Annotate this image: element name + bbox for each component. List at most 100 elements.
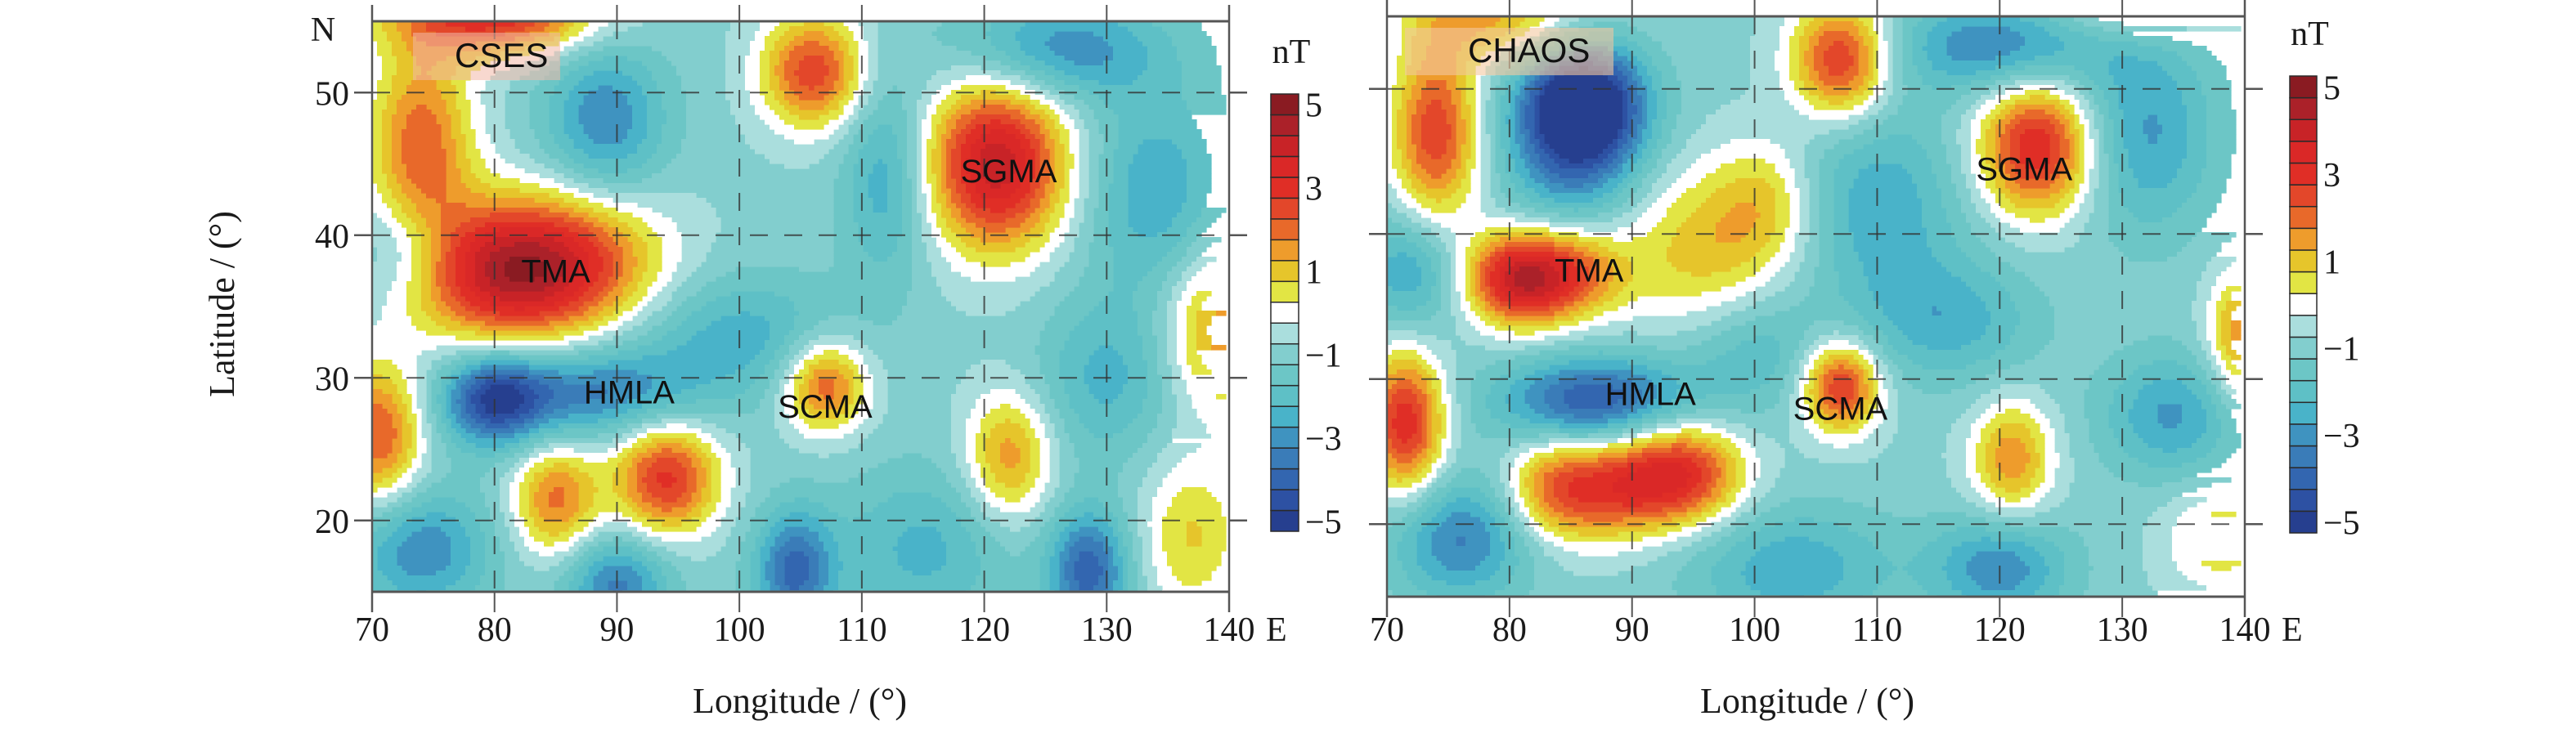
colorbar-tick-label: −5 xyxy=(2323,505,2360,543)
contour-level-12 xyxy=(1387,16,2242,537)
x-tick-label: 90 xyxy=(1615,611,1649,649)
region-label-tma: TMA xyxy=(521,253,590,289)
contour-level-16 xyxy=(446,21,1035,488)
contour-level-8 xyxy=(372,21,1222,593)
contour-level-12 xyxy=(372,21,1217,547)
east-marker-cses: E xyxy=(1266,611,1287,649)
colorbar-bin-7 xyxy=(1270,364,1299,387)
colorbar-bin-3 xyxy=(2289,445,2318,468)
panel-title-box-chaos: CHAOS xyxy=(1405,28,1613,75)
contour-level-7 xyxy=(372,21,1227,593)
colorbar-bin-2 xyxy=(1270,468,1299,490)
axes-cses: 70 80 90 100 110 120 130 140 20 30 40 50 xyxy=(315,5,1255,649)
contour-level-0 xyxy=(480,384,525,414)
contour-level-8 xyxy=(1387,16,2242,597)
colorbar-tick-label: 1 xyxy=(1305,254,1322,292)
colorbar-unit-label: nT xyxy=(1272,34,1311,71)
panel-chaos: 70 80 90 100 110 120 130 140 CHAOS TMA HMLA SCMA S… xyxy=(1369,0,2360,721)
contour-level-2 xyxy=(465,374,1104,591)
colorbar-bin-11 xyxy=(2289,271,2318,294)
contour-level-11 xyxy=(1387,16,2242,571)
colorbar-bin-12 xyxy=(2289,249,2318,273)
colorbar-bin-12 xyxy=(1270,260,1299,283)
colorbar-bin-6 xyxy=(1270,384,1299,407)
x-tick-label: 80 xyxy=(478,611,512,649)
colorbar-bin-13 xyxy=(2289,227,2318,251)
colorbar-bin-2 xyxy=(2289,467,2318,490)
x-axis-label-chaos: Longitude / (°) xyxy=(1700,681,1914,721)
colorbar-bin-17 xyxy=(2289,141,2318,164)
colorbar-bin-5 xyxy=(2289,401,2318,425)
region-label-scma: SCMA xyxy=(1793,391,1888,427)
colorbar-tick-label: −3 xyxy=(1305,420,1342,458)
contour-level-18 xyxy=(475,144,1016,302)
colorbar-bin-7 xyxy=(2289,358,2318,382)
panel-title-box-cses: CSES xyxy=(413,33,560,80)
colorbar-tick-label: −1 xyxy=(1305,337,1342,374)
x-tick-label: 140 xyxy=(1204,611,1255,649)
contour-level-20 xyxy=(505,257,545,282)
colorbar-tick-label: 3 xyxy=(1305,171,1322,208)
contour-level-14 xyxy=(1387,31,2070,522)
colorbar-tick-label: 1 xyxy=(2323,244,2340,281)
colorbar-bin-13 xyxy=(1270,239,1299,262)
colorbar-bin-16 xyxy=(2289,162,2318,186)
colorbar-bin-15 xyxy=(1270,197,1299,220)
colorbar-bin-16 xyxy=(1270,177,1299,199)
colorbar-tick-label: 5 xyxy=(1305,87,1322,125)
colorbar-tick-label: 3 xyxy=(2323,157,2340,195)
colorbar-bin-20 xyxy=(2289,75,2318,99)
region-label-hmla: HMLA xyxy=(1605,377,1696,413)
colorbar-bin-14 xyxy=(2289,205,2318,230)
contour-level-1 xyxy=(470,379,540,424)
x-tick-label: 70 xyxy=(355,611,389,649)
colorbar-bin-9 xyxy=(1270,322,1299,345)
colorbar-bin-20 xyxy=(1270,93,1299,116)
x-tick-label: 130 xyxy=(2097,611,2148,649)
colorbar-bin-19 xyxy=(2289,96,2318,120)
contour-level-15 xyxy=(1387,41,2060,512)
x-tick-label: 120 xyxy=(1974,611,2026,649)
y-tick-label: 50 xyxy=(315,75,349,113)
x-tick-label: 90 xyxy=(599,611,634,649)
colorbar-tick-label: 5 xyxy=(2323,69,2340,107)
x-tick-label: 120 xyxy=(958,611,1010,649)
grid-lines-cses xyxy=(372,21,1229,592)
region-labels-cses: TMA HMLA SCMA SGMA xyxy=(521,154,1057,425)
colorbar-bin-8 xyxy=(2289,336,2318,360)
region-label-scma: SCMA xyxy=(778,389,873,425)
contour-level-15 xyxy=(426,21,1040,503)
north-marker: N xyxy=(311,11,335,49)
colorbar-bin-4 xyxy=(2289,423,2318,447)
x-tick-label: 70 xyxy=(1370,611,1404,649)
colorbar-bin-18 xyxy=(1270,135,1299,158)
colorbar-bin-19 xyxy=(1270,114,1299,137)
grid-lines-chaos xyxy=(1387,16,2245,597)
colorbar-bin-8 xyxy=(1270,342,1299,365)
y-tick-label: 40 xyxy=(315,218,349,256)
y-tick-label: 30 xyxy=(315,360,349,398)
contour-field-chaos xyxy=(1387,16,2242,597)
x-tick-label: 110 xyxy=(1852,611,1902,649)
contour-field-cses xyxy=(372,21,1227,593)
colorbar-bin-15 xyxy=(2289,184,2318,208)
contour-level-4 xyxy=(397,31,1119,593)
region-labels-chaos: TMA HMLA SCMA SGMA xyxy=(1555,151,2072,427)
x-tick-label: 100 xyxy=(1729,611,1780,649)
colorbar-tick-label: −1 xyxy=(2323,331,2360,369)
contour-level-16 xyxy=(1392,129,2050,508)
colorbar-bin-6 xyxy=(2289,379,2318,404)
colorbar-bin-0 xyxy=(2289,510,2318,534)
colorbar-bin-18 xyxy=(2289,119,2318,142)
panel-title-cses: CSES xyxy=(455,36,548,74)
colorbar-bin-14 xyxy=(1270,218,1299,241)
colorbar-bin-0 xyxy=(1270,509,1299,532)
colorbar-bin-1 xyxy=(1270,489,1299,512)
contour-level-5 xyxy=(377,21,1187,593)
x-tick-label: 100 xyxy=(714,611,765,649)
contour-level-10 xyxy=(372,21,1227,593)
x-axis-label-cses: Longitude / (°) xyxy=(693,681,907,721)
colorbar-chaos: 5 3 1 −1 −3 −5 nT xyxy=(2289,16,2360,543)
contour-level-11 xyxy=(372,21,1227,586)
